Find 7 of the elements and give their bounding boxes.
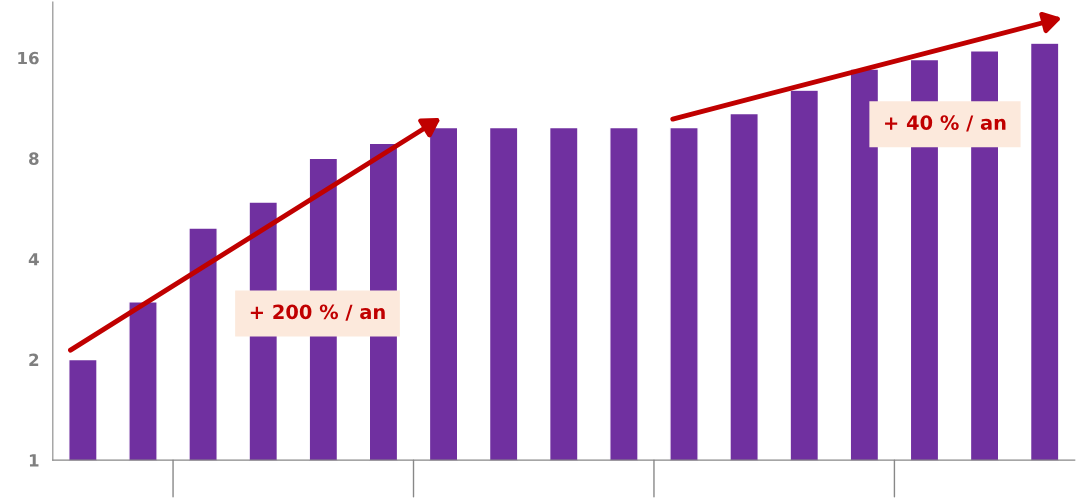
y-tick-label: 4 bbox=[28, 253, 39, 266]
y-tick-label: 1 bbox=[29, 454, 39, 467]
annotation: + 40 % / an bbox=[885, 115, 1006, 132]
annotation: + 200 % / an bbox=[250, 304, 385, 321]
y-tick-label: 2 bbox=[29, 353, 39, 366]
y-tick-label: 8 bbox=[29, 152, 39, 165]
y-tick-label: 16 bbox=[18, 51, 39, 65]
